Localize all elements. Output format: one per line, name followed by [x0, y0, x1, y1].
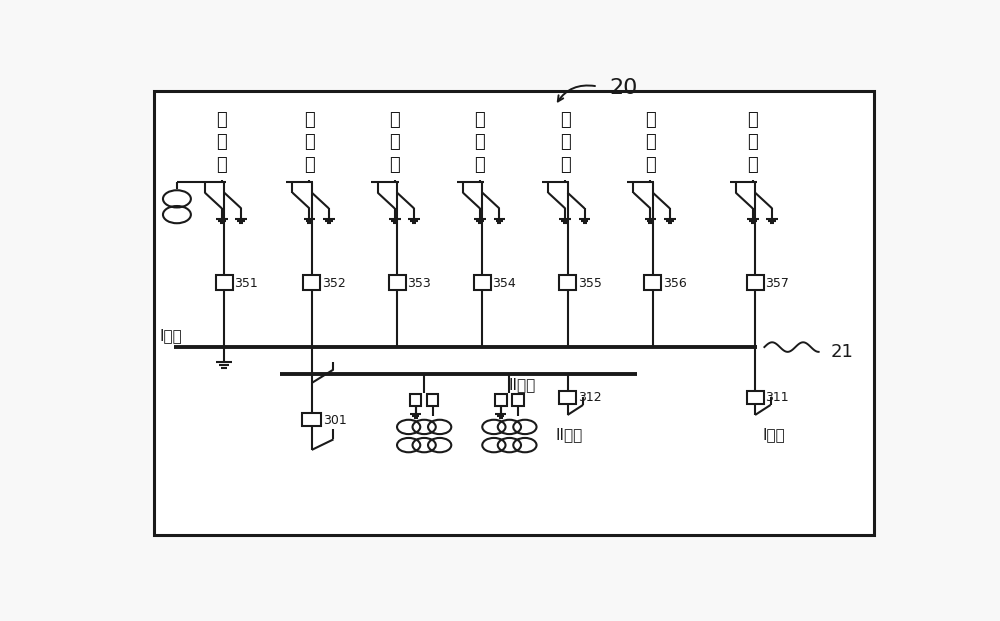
Text: 覓: 覓: [216, 111, 227, 129]
Text: II母线: II母线: [509, 378, 536, 392]
Text: 酸: 酸: [475, 134, 485, 152]
Text: 355: 355: [578, 277, 601, 290]
Text: 353: 353: [407, 277, 431, 290]
Text: 311: 311: [765, 391, 789, 404]
Bar: [747, 391, 764, 404]
Bar: [495, 394, 507, 406]
Text: 20: 20: [609, 78, 638, 98]
Text: 桥: 桥: [389, 134, 400, 152]
Text: 覓: 覓: [304, 111, 315, 129]
Text: 胡: 胡: [560, 134, 571, 152]
Text: 312: 312: [578, 391, 601, 404]
Text: 玻: 玻: [645, 134, 656, 152]
Text: 线: 线: [747, 156, 758, 174]
Text: 线: 线: [645, 156, 656, 174]
Text: 354: 354: [492, 277, 516, 290]
Bar: [302, 412, 321, 426]
Bar: [216, 275, 233, 289]
Bar: [559, 275, 576, 289]
Text: 覓: 覓: [389, 111, 400, 129]
Bar: [644, 275, 661, 289]
Text: 覓: 覓: [645, 111, 656, 129]
Text: 覓: 覓: [747, 111, 758, 129]
Text: I主变: I主变: [763, 427, 786, 442]
Text: 覓: 覓: [560, 111, 571, 129]
Text: 356: 356: [663, 277, 687, 290]
Text: 352: 352: [322, 277, 346, 290]
Bar: [427, 394, 438, 406]
Text: 301: 301: [323, 414, 346, 427]
Text: 线: 线: [216, 156, 227, 174]
Text: 351: 351: [234, 277, 258, 290]
Bar: [512, 394, 524, 406]
Text: II主变: II主变: [556, 427, 583, 442]
Text: 线: 线: [560, 156, 571, 174]
Bar: [410, 394, 421, 406]
Bar: [747, 275, 764, 289]
Text: 21: 21: [830, 343, 853, 361]
Text: 矿: 矿: [216, 134, 227, 152]
Text: 中: 中: [747, 134, 758, 152]
Bar: [559, 391, 576, 404]
Text: 线: 线: [389, 156, 400, 174]
Text: 线: 线: [475, 156, 485, 174]
Text: 覓: 覓: [475, 111, 485, 129]
Bar: [388, 275, 406, 289]
Bar: [303, 275, 320, 289]
Text: 357: 357: [765, 277, 789, 290]
Text: 电: 电: [304, 134, 315, 152]
Text: 线: 线: [304, 156, 315, 174]
Text: I母线: I母线: [159, 329, 182, 343]
Bar: [474, 275, 491, 289]
